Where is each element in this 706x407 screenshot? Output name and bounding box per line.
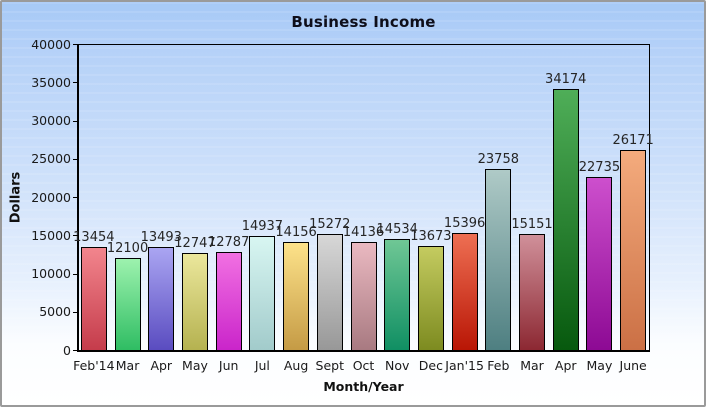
x-tick-label: Jan'15 <box>445 358 484 373</box>
x-tick-label: Feb <box>487 358 510 373</box>
bar-value-label: 34174 <box>545 72 587 87</box>
bar-dec-10 <box>417 246 444 350</box>
bar-value-label: 14937 <box>241 219 284 234</box>
bar-value-label: 23758 <box>477 152 519 167</box>
bar-apr-2 <box>148 247 175 350</box>
x-tick-label: Jul <box>254 358 270 373</box>
y-tick-mark <box>73 158 78 160</box>
x-tick-label: Mar <box>520 358 544 373</box>
x-tick-label: Oct <box>352 358 375 373</box>
x-tick-label: May <box>182 358 208 373</box>
x-tick-label: Sept <box>315 358 345 373</box>
x-tick-label: Jun <box>218 358 239 373</box>
x-tick-label: May <box>586 358 613 373</box>
x-tick-label: Apr <box>150 358 173 373</box>
y-tick-label: 20000 <box>31 189 71 205</box>
y-tick-label: 30000 <box>31 113 71 128</box>
bar-value-label: 13493 <box>140 230 182 245</box>
y-tick-label: 15000 <box>31 227 71 243</box>
plot-area: 13454 12100 13493 12747 12787 14937 14156 15272… <box>73 44 654 352</box>
bar-mar-13 <box>519 234 546 350</box>
bar-mar-1 <box>114 258 141 350</box>
x-tick-label: Nov <box>385 358 410 373</box>
bar-may-3 <box>181 253 208 350</box>
bar-value-label: 22735 <box>578 160 621 175</box>
bar-jul-5 <box>249 236 276 350</box>
bar-jan15-11 <box>451 233 478 350</box>
bar-value-label: 14534 <box>376 222 418 237</box>
y-tick-label: 40000 <box>31 36 71 52</box>
y-tick-mark <box>73 311 78 313</box>
bar-value-label: 14156 <box>275 225 317 240</box>
y-tick-mark <box>73 197 78 198</box>
y-tick-label: 35000 <box>31 74 71 90</box>
y-tick-label: 25000 <box>31 151 71 167</box>
y-tick-mark <box>73 235 78 237</box>
bar-value-label: 14136 <box>342 225 385 240</box>
y-tick-mark <box>73 82 78 84</box>
x-tick-label: Aug <box>283 358 309 373</box>
chart-title: Business Income <box>291 13 436 31</box>
bar-value-label: 13673 <box>410 229 452 244</box>
y-tick-mark <box>73 120 78 122</box>
bar-nov-9 <box>384 239 411 350</box>
bar-value-label: 15151 <box>511 217 553 232</box>
y-tick-mark <box>73 350 78 351</box>
bar-aug-6 <box>283 242 310 350</box>
bar-value-label: 26171 <box>612 133 654 148</box>
bar-jun-4 <box>215 252 242 350</box>
x-tick-label: Feb'14 <box>73 358 115 373</box>
x-tick-label: Apr <box>554 358 577 373</box>
bar-value-label: 13454 <box>73 230 115 245</box>
bar-value-label: 15396 <box>443 216 486 231</box>
y-tick-label: 5000 <box>39 304 71 320</box>
bar-feb-12 <box>485 169 512 350</box>
bar-feb14-0 <box>80 247 107 350</box>
y-tick-label: 10000 <box>31 266 71 281</box>
x-tick-label: June <box>619 358 647 373</box>
y-tick-label: 0 <box>63 342 71 358</box>
y-tick-mark <box>73 273 78 275</box>
bar-oct-8 <box>350 242 377 350</box>
bar-value-label: 12747 <box>174 236 216 251</box>
x-axis-title: Month/Year <box>323 379 404 394</box>
bar-value-label: 15272 <box>309 217 351 232</box>
bar-value-label: 12787 <box>207 235 250 250</box>
bar-sept-7 <box>316 234 343 350</box>
y-tick-mark <box>73 44 78 45</box>
bar-june-16 <box>620 150 647 350</box>
bar-value-label: 12100 <box>106 241 149 256</box>
bar-may-15 <box>586 177 613 350</box>
bar-apr-14 <box>552 89 579 350</box>
x-tick-label: Dec <box>418 358 444 373</box>
x-tick-label: Mar <box>115 358 140 373</box>
